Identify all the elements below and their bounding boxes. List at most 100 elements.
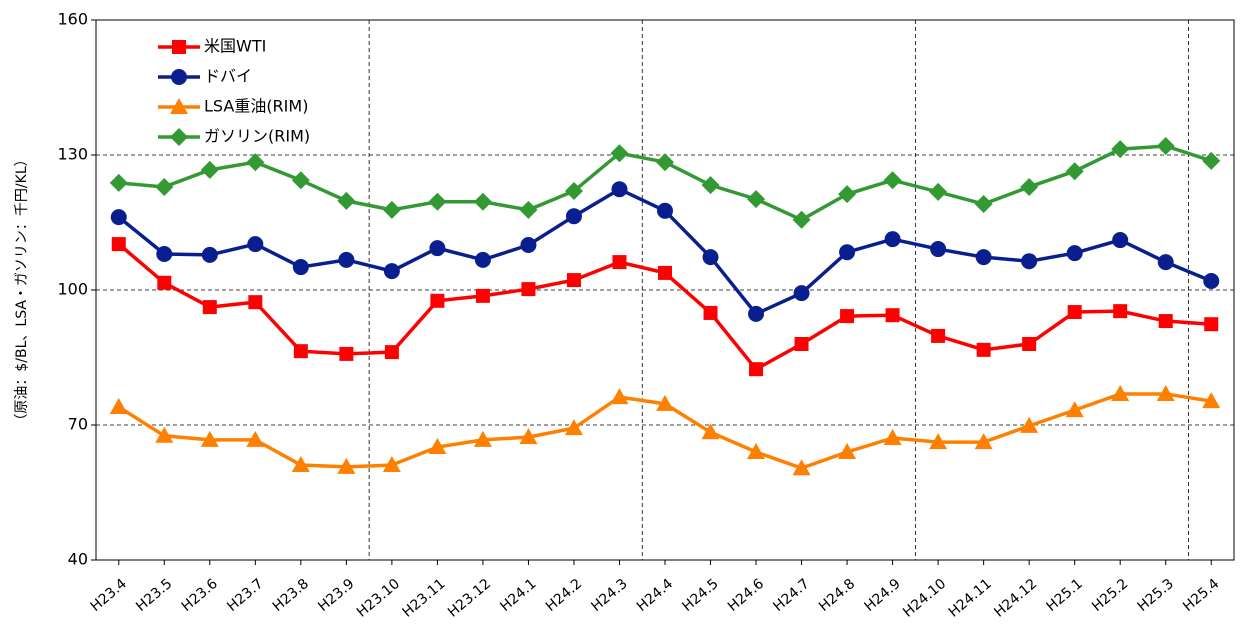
x-tick-label: H24.1 xyxy=(497,576,539,615)
x-tick-label: H25.4 xyxy=(1180,576,1222,615)
marker xyxy=(1158,314,1173,329)
marker xyxy=(885,308,900,323)
x-tick-label: H23.7 xyxy=(224,576,266,615)
marker xyxy=(884,231,901,248)
marker xyxy=(111,237,126,252)
marker xyxy=(109,398,128,414)
marker xyxy=(747,443,766,459)
marker xyxy=(1111,140,1130,159)
x-tick-label: H25.1 xyxy=(1044,576,1086,615)
marker xyxy=(110,209,127,226)
marker xyxy=(1157,254,1174,271)
marker xyxy=(202,300,217,315)
x-tick-label: H23.5 xyxy=(133,576,175,615)
x-tick-label: H24.8 xyxy=(816,576,858,615)
x-tick-label: H23.12 xyxy=(445,576,494,621)
marker xyxy=(428,192,447,211)
marker xyxy=(930,241,947,258)
marker xyxy=(565,208,582,225)
marker xyxy=(339,346,354,361)
marker xyxy=(701,176,720,195)
marker xyxy=(155,426,174,443)
y-tick-label: 160 xyxy=(57,10,88,29)
marker xyxy=(246,430,265,447)
marker xyxy=(200,430,219,447)
x-tick-label: H24.9 xyxy=(862,576,904,615)
legend-label: ガソリン(RIM) xyxy=(204,127,310,146)
marker xyxy=(430,293,445,308)
marker xyxy=(975,249,992,266)
marker xyxy=(109,173,128,192)
marker xyxy=(1065,401,1084,418)
marker xyxy=(748,305,765,322)
marker xyxy=(931,328,946,343)
marker xyxy=(566,273,581,288)
marker xyxy=(838,185,857,204)
marker xyxy=(838,443,857,459)
marker xyxy=(1113,304,1128,319)
y-tick-label: 130 xyxy=(57,145,88,164)
marker xyxy=(520,237,537,253)
marker xyxy=(793,285,810,302)
marker xyxy=(521,282,536,297)
marker xyxy=(794,337,809,351)
marker xyxy=(1065,162,1084,181)
marker xyxy=(155,177,174,196)
marker xyxy=(701,423,720,440)
x-tick-label: H24.2 xyxy=(543,576,585,615)
marker xyxy=(1156,384,1175,401)
marker xyxy=(656,153,674,172)
marker xyxy=(974,195,993,214)
marker xyxy=(1202,151,1221,170)
marker xyxy=(929,433,948,450)
marker xyxy=(749,362,764,377)
marker xyxy=(519,200,538,219)
marker xyxy=(384,345,399,360)
marker xyxy=(170,128,188,146)
marker xyxy=(157,275,172,290)
marker xyxy=(291,171,310,190)
marker xyxy=(610,144,629,163)
marker xyxy=(1022,337,1037,351)
marker xyxy=(337,191,356,210)
y-tick-label: 70 xyxy=(68,415,88,434)
marker xyxy=(428,438,447,455)
x-tick-label: H24.7 xyxy=(770,576,812,615)
marker xyxy=(473,430,492,447)
x-tick-label: H23.6 xyxy=(179,576,221,615)
marker xyxy=(172,40,186,54)
marker xyxy=(1203,273,1220,289)
legend-label: 米国WTI xyxy=(204,37,266,56)
y-tick-label: 40 xyxy=(68,550,88,569)
marker xyxy=(246,153,265,172)
x-tick-label: H24.4 xyxy=(634,576,676,615)
marker xyxy=(611,181,628,198)
x-tick-label: H24.12 xyxy=(991,576,1040,621)
marker xyxy=(473,192,492,211)
marker xyxy=(429,240,446,257)
marker xyxy=(248,295,263,310)
marker xyxy=(883,429,902,446)
marker xyxy=(171,69,187,85)
x-tick-label: H25.3 xyxy=(1135,576,1177,615)
marker xyxy=(1202,392,1221,409)
marker xyxy=(703,305,718,320)
marker xyxy=(929,182,948,201)
y-axis-label: （原油：$/BL、LSA・ガソリン：千円/KL） xyxy=(14,152,30,427)
marker xyxy=(475,288,490,303)
marker xyxy=(170,98,188,114)
marker xyxy=(247,236,264,253)
x-tick-label: H24.5 xyxy=(679,576,721,615)
x-tick-label: H24.10 xyxy=(900,576,949,621)
marker xyxy=(656,394,674,411)
marker xyxy=(612,255,627,270)
legend-label: ドバイ xyxy=(204,67,252,86)
legend-label: LSA重油(RIM) xyxy=(204,97,308,116)
marker xyxy=(292,259,309,276)
marker xyxy=(883,171,902,190)
marker xyxy=(200,160,219,179)
marker xyxy=(382,200,401,219)
marker xyxy=(337,457,356,474)
marker xyxy=(974,433,993,450)
